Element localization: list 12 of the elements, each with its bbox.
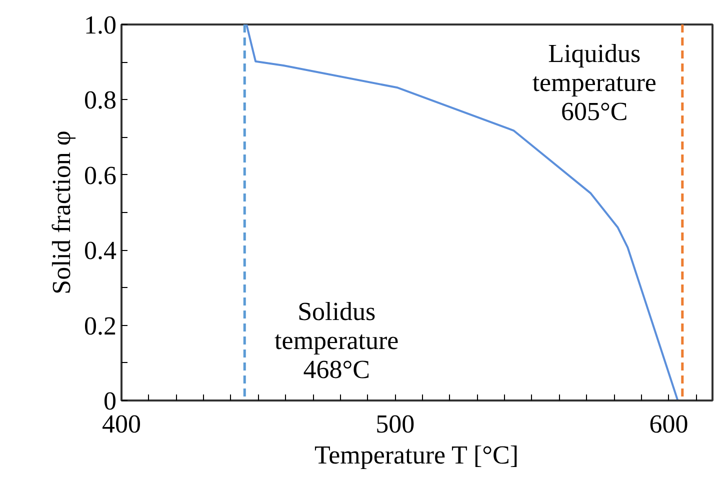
y-tick-label: 0.6 — [84, 160, 116, 190]
x-tick-label: 500 — [376, 410, 415, 438]
x-tick-label: 600 — [649, 410, 688, 438]
ref-line-label: Liquidus temperature 605°C — [532, 39, 656, 126]
y-axis-title: Solid fraction φ — [47, 130, 76, 294]
y-tick-label: 0.8 — [84, 86, 116, 115]
y-tick-label: 0.2 — [84, 311, 116, 340]
x-axis-title: Temperature T [°C] — [314, 440, 519, 470]
y-tick-label: 0.4 — [84, 236, 116, 266]
y-tick-label: 1.0 — [84, 10, 116, 40]
ref-line-label: Solidus temperature 468°C — [274, 297, 399, 384]
line-series — [246, 24, 679, 400]
